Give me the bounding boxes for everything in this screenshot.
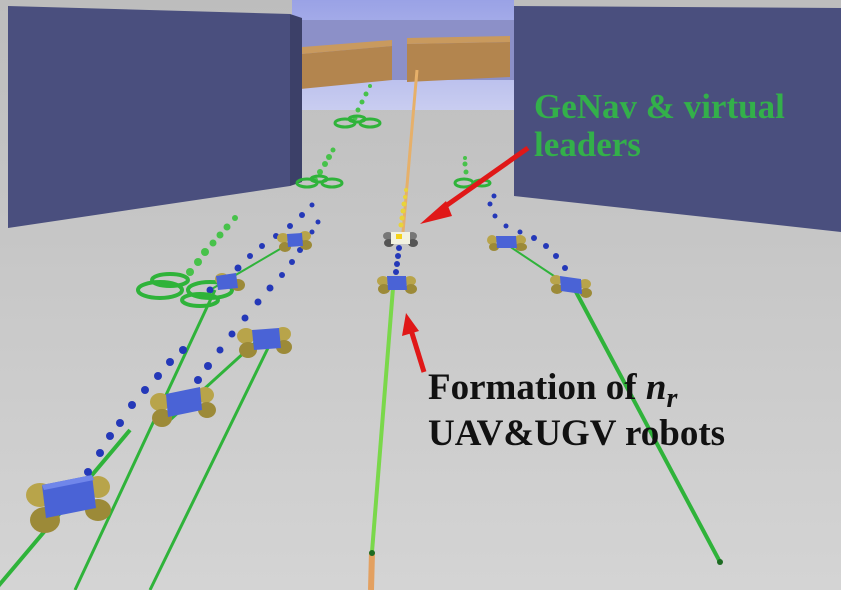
waypoint-trail-leader: [393, 245, 402, 275]
far-box-left: [290, 46, 392, 90]
genav-annotation-line2: leaders: [534, 124, 641, 164]
waypoint-trail-virtual: [398, 188, 408, 228]
uav-trail: [186, 84, 469, 276]
ugv-robot: [550, 275, 592, 298]
path-line: [73, 289, 217, 590]
arrow-to-virtual-leader: [420, 145, 530, 224]
virtual-leader-robot: [383, 232, 418, 247]
far-box-right-top: [407, 36, 510, 44]
formation-subscript: r: [666, 383, 678, 414]
far-box-left-top: [290, 40, 392, 55]
leader-path: [370, 287, 395, 553]
uav-quadrotor: [136, 272, 234, 308]
building-right: [514, 6, 841, 232]
formation-annotation-line2: UAV&UGV robots: [428, 413, 726, 455]
formation-annotation: Formation of nr UAV&UGV robots: [428, 368, 725, 454]
genav-annotation: GeNav & virtual leaders: [534, 88, 785, 164]
path-line: [148, 347, 270, 590]
ugv-robot: [377, 276, 417, 294]
building-left: [8, 6, 290, 228]
ugv-robot: [237, 327, 292, 358]
uav-quadrotor: [295, 174, 344, 189]
arrow-to-formation: [402, 313, 427, 373]
path-line: [573, 289, 722, 563]
ugv-robot: [487, 235, 527, 251]
genav-annotation-line1: GeNav & virtual: [534, 87, 785, 126]
formation-variable: n: [645, 367, 667, 408]
formation-text: Formation of: [428, 367, 646, 408]
far-box-right: [407, 42, 510, 82]
formation-annotation-line1: Formation of nr: [428, 368, 725, 414]
path-end-marker: [369, 550, 375, 556]
ugv-robot: [150, 387, 216, 427]
uav-quadrotor: [333, 114, 382, 129]
leader-path-trail: [368, 551, 375, 590]
waypoint-trail-left-far: [84, 247, 303, 476]
waypoint-trail-right: [487, 193, 568, 271]
ugv-robot: [215, 273, 245, 291]
path-end-marker: [717, 559, 723, 565]
building-left-side: [290, 14, 302, 186]
ugv-robot: [277, 231, 312, 252]
ugv-robot: [26, 475, 111, 533]
